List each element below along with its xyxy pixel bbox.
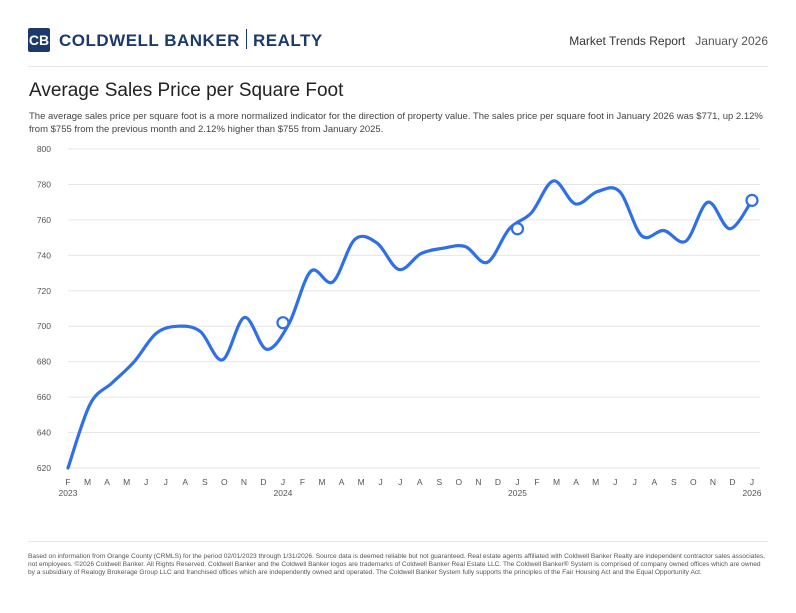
x-tick-label: N <box>241 477 247 487</box>
page-title: Average Sales Price per Square Foot <box>29 80 344 101</box>
highlighted-point <box>510 222 525 236</box>
y-tick-label: 780 <box>37 179 51 189</box>
y-tick-label: 700 <box>37 321 51 331</box>
x-tick-label: A <box>339 477 345 487</box>
x-year-label: 2025 <box>508 488 527 498</box>
x-tick-label: A <box>651 477 657 487</box>
y-tick-label: 680 <box>37 357 51 367</box>
report-title: Market Trends Report January 2026 <box>569 34 768 48</box>
y-tick-label: 800 <box>37 144 51 154</box>
x-tick-label: J <box>144 477 148 487</box>
x-tick-label: O <box>221 477 228 487</box>
x-tick-label: F <box>534 477 539 487</box>
x-tick-label: M <box>84 477 91 487</box>
page-description: The average sales price per square foot … <box>29 111 763 135</box>
x-tick-label: A <box>417 477 423 487</box>
x-tick-label: O <box>690 477 697 487</box>
x-tick-label: M <box>592 477 599 487</box>
y-tick-label: 740 <box>37 250 51 260</box>
x-tick-label: M <box>319 477 326 487</box>
y-tick-label: 640 <box>37 428 51 438</box>
x-tick-label: A <box>573 477 579 487</box>
highlighted-point-markers <box>276 193 759 330</box>
x-tick-label: M <box>553 477 560 487</box>
y-tick-label: 620 <box>37 463 51 473</box>
y-tick-label: 760 <box>37 215 51 225</box>
x-tick-label: N <box>475 477 481 487</box>
x-tick-label: J <box>281 477 285 487</box>
x-tick-label: M <box>358 477 365 487</box>
y-tick-label: 660 <box>37 392 51 402</box>
x-tick-label: S <box>671 477 677 487</box>
x-year-label: 2023 <box>59 488 78 498</box>
footer-disclaimer: Based on information from Orange County … <box>28 553 765 577</box>
brand-name-right: REALTY <box>252 31 323 50</box>
report-name: Market Trends Report <box>569 34 686 48</box>
header-divider <box>28 66 768 67</box>
y-tick-label: 720 <box>37 286 51 296</box>
highlighted-point <box>276 316 290 330</box>
x-year-label: 2024 <box>274 488 293 498</box>
highlighted-point <box>745 193 759 207</box>
x-axis-year-labels: 2023 2024 2025 2026 <box>59 488 762 498</box>
brand-name-left: COLDWELL BANKER <box>59 31 240 50</box>
x-tick-label: J <box>398 477 402 487</box>
x-tick-label: J <box>633 477 637 487</box>
x-tick-label: M <box>123 477 130 487</box>
y-axis-tick-labels: 800 780 760 740 720 700 680 660 640 620 <box>37 144 51 473</box>
coldwell-banker-logo-icon: CB <box>28 28 50 52</box>
x-tick-label: J <box>164 477 168 487</box>
x-tick-label: D <box>729 477 735 487</box>
x-tick-label: O <box>456 477 463 487</box>
x-tick-label: S <box>202 477 208 487</box>
x-tick-label: J <box>515 477 519 487</box>
x-tick-label: J <box>613 477 617 487</box>
brand-divider <box>245 29 247 49</box>
x-tick-label: S <box>436 477 442 487</box>
report-date: January 2026 <box>695 34 768 48</box>
x-tick-label: J <box>750 477 754 487</box>
series-line <box>66 179 754 470</box>
price-per-sqft-chart: 800 780 760 740 720 700 680 660 640 620 F M A M J J A S O… <box>37 144 762 498</box>
report-header: CB COLDWELL BANKER REALTY Market Trends R… <box>28 26 768 56</box>
x-tick-label: A <box>104 477 110 487</box>
x-tick-label: N <box>710 477 716 487</box>
chart-gridlines <box>68 148 760 469</box>
x-tick-label: F <box>65 477 70 487</box>
x-tick-label: A <box>182 477 188 487</box>
x-year-label: 2026 <box>743 488 762 498</box>
brand-name: COLDWELL BANKER REALTY <box>59 29 323 51</box>
x-tick-label: J <box>379 477 383 487</box>
x-tick-label: D <box>495 477 501 487</box>
x-tick-label: D <box>260 477 266 487</box>
footer-divider <box>28 541 768 542</box>
x-tick-label: F <box>300 477 305 487</box>
